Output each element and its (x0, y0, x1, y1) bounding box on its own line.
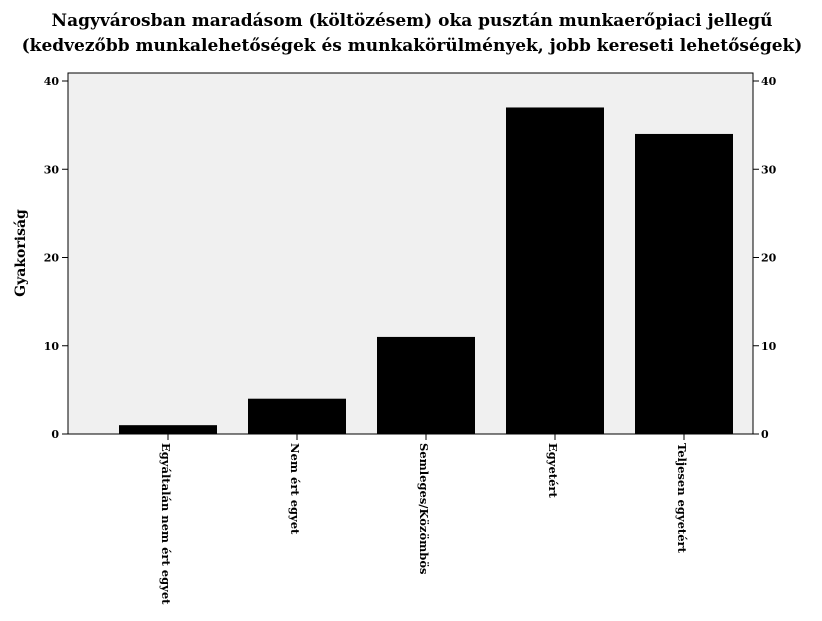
bar-1 (119, 425, 217, 434)
y-tick-label-left-10: 10 (44, 340, 60, 353)
y-tick-label-right-20: 20 (761, 252, 777, 265)
y-tick-label-right-10: 10 (761, 340, 777, 353)
y-tick-label-right-30: 30 (761, 163, 777, 176)
y-tick-label-right-40: 40 (761, 75, 777, 88)
chart-title-line-2: (kedvezőbb munkalehetőségek és munkakörü… (22, 36, 803, 56)
y-tick-label-left-30: 30 (44, 163, 60, 176)
x-tick-label-1: Egyáltalán nem ért egyet (159, 443, 173, 605)
bar-5 (635, 133, 733, 434)
y-tick-label-right-0: 0 (761, 428, 769, 441)
x-tick-label-2: Nem ért egyet (288, 443, 302, 535)
bar-4 (506, 107, 604, 434)
y-tick-label-left-0: 0 (51, 428, 59, 441)
y-axis-title: Gyakoriság (13, 209, 29, 297)
y-tick-label-left-20: 20 (44, 252, 60, 265)
chart-title-line-1: Nagyvárosban maradásom (költözésem) oka … (52, 11, 773, 31)
bar-3 (377, 336, 475, 434)
x-tick-label-3: Semleges/Közömbös (417, 443, 431, 574)
x-tick-label-4: Egyetért (546, 443, 560, 498)
bar-2 (248, 398, 346, 434)
x-tick-label-5: Teljesen egyetért (675, 443, 689, 554)
y-tick-label-left-40: 40 (44, 75, 60, 88)
